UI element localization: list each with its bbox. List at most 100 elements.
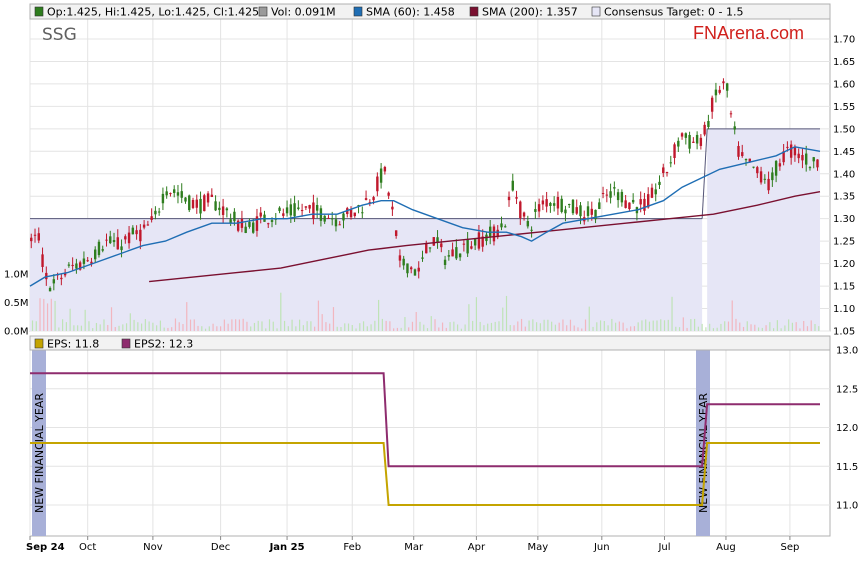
volume-bar (174, 318, 177, 331)
candle-body (786, 146, 789, 148)
month-label: Jun (593, 542, 610, 553)
candle-body (601, 193, 605, 195)
candle-body (699, 137, 703, 146)
volume-bar (77, 325, 79, 331)
volume-bar (347, 323, 350, 331)
candle-body (304, 206, 308, 208)
volume-bar (554, 324, 557, 331)
month-label: Oct (79, 542, 96, 553)
volume-bar (697, 326, 699, 331)
volume-bar (310, 321, 312, 331)
volume-bar (633, 326, 636, 331)
candle-body (236, 220, 240, 231)
candle-body (387, 192, 390, 196)
candle-body (778, 163, 782, 167)
candle-body (361, 212, 364, 214)
volume-bar (780, 328, 782, 331)
candle-body (722, 81, 725, 84)
candle-body (590, 208, 593, 215)
volume-bar (724, 321, 726, 331)
volume-bar (197, 325, 199, 331)
candle-body (188, 195, 191, 211)
volume-bar (795, 322, 797, 331)
candle-body (714, 89, 718, 96)
candle-body (52, 279, 56, 284)
candle-body (763, 178, 767, 180)
candle-body (86, 260, 89, 262)
eps-tick-label: 12.0 (836, 423, 858, 434)
candle-body (733, 126, 736, 130)
eps-tick-label: 11.0 (836, 501, 858, 512)
candle-body (349, 209, 353, 218)
volume-bar (283, 320, 286, 331)
volume-bar (611, 318, 613, 331)
volume-bar (536, 322, 538, 331)
candle-body (33, 234, 37, 236)
candle-body (537, 204, 541, 212)
eps2-legend-swatch (121, 338, 131, 349)
volume-bar (464, 324, 466, 331)
volume-bar (242, 318, 244, 331)
candle-body (229, 219, 232, 223)
volume-bar (287, 326, 289, 331)
candle-body (109, 236, 112, 244)
volume-bar (227, 323, 229, 331)
consensus-band (30, 218, 703, 331)
candle-body (30, 237, 33, 242)
price-tick-label: 1.25 (833, 237, 855, 248)
candle-body (105, 239, 108, 241)
candle-body (206, 193, 210, 203)
candle-body (297, 207, 300, 209)
candle-body (315, 205, 319, 211)
nfy-label-left: NEW FINANCIAL YEAR (33, 393, 46, 513)
volume-bar (626, 328, 628, 331)
candle-body (157, 211, 161, 213)
candle-body (154, 210, 157, 215)
legend-sma60: SMA (60): 1.458 (366, 6, 455, 19)
volume-bar (588, 306, 590, 331)
volume-bar (80, 325, 83, 331)
candle-body (522, 212, 526, 217)
volume-bar (618, 321, 620, 331)
volume-bar (524, 326, 526, 331)
volume-bar (457, 324, 459, 331)
volume-bar (656, 320, 658, 331)
volume-bar (141, 323, 143, 331)
volume-bar (118, 325, 120, 331)
volume-bar (705, 327, 707, 331)
volume-bar (814, 324, 816, 331)
candle-body (579, 205, 582, 217)
volume-bar (257, 320, 259, 331)
candle-body (545, 199, 548, 207)
candle-body (41, 254, 44, 267)
candle-body (571, 199, 575, 214)
candle-body (142, 224, 146, 228)
volume-bar (186, 302, 188, 331)
candle-body (812, 157, 815, 162)
candle-body (376, 176, 379, 192)
month-label: Apr (468, 542, 486, 553)
month-label: Jan 25 (269, 542, 305, 553)
candle-body (650, 187, 654, 198)
volume-bar (434, 319, 436, 331)
candle-body (402, 258, 405, 266)
candle-body (673, 144, 676, 158)
candle-body (203, 195, 206, 212)
candle-body (398, 255, 402, 261)
volume-bar (385, 320, 387, 331)
volume-bar (325, 322, 327, 331)
volume-bar (46, 303, 49, 331)
volume-bar (381, 318, 383, 331)
volume-bar (291, 319, 293, 331)
volume-bar (167, 327, 169, 331)
volume-bar (314, 326, 316, 331)
volume-bar (58, 327, 60, 331)
volume-bar (253, 322, 256, 331)
volume-bar (562, 319, 564, 331)
candle-body (210, 194, 214, 197)
candle-body (598, 202, 601, 209)
candle-body (752, 166, 755, 168)
volume-bar (103, 319, 105, 331)
candle-body (410, 267, 413, 270)
candle-body (37, 233, 40, 241)
